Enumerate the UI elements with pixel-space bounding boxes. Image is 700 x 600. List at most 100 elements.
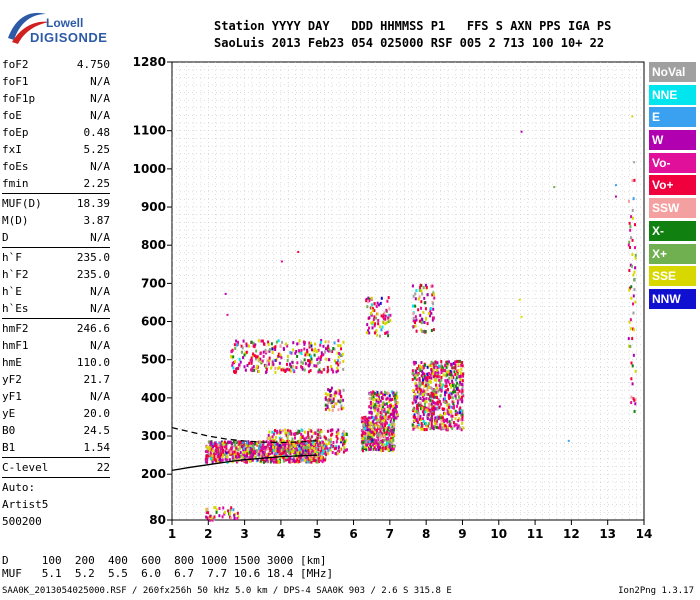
echo-point [215, 442, 218, 446]
param-value: N/A [90, 109, 110, 122]
echo-point [304, 353, 307, 357]
echo-point [294, 444, 297, 448]
echo-point [331, 432, 334, 436]
x-tick-label: 13 [599, 527, 616, 541]
echo-point [366, 428, 369, 432]
echo-point [278, 366, 281, 370]
echo-point [454, 364, 457, 368]
echo-point [373, 409, 376, 413]
echo-point [452, 402, 455, 406]
echo-point [264, 455, 267, 459]
echo-point [421, 381, 424, 385]
param-name: yF2 [2, 373, 22, 386]
echo-point [375, 439, 378, 443]
echo-point [454, 390, 457, 394]
echo-point [376, 417, 379, 421]
echo-point [373, 302, 376, 306]
echo-point [429, 307, 432, 311]
echo-point [272, 438, 275, 442]
echo-point [378, 441, 381, 445]
echo-point [274, 347, 277, 351]
echo-point [294, 432, 297, 436]
echo-point [288, 451, 291, 455]
echo-point [271, 363, 274, 367]
echo-point [251, 366, 254, 370]
echo-point [345, 433, 348, 437]
x-tick-label: 5 [313, 527, 321, 541]
param-value: N/A [90, 231, 110, 244]
echo-point [382, 315, 385, 319]
echo-point [323, 458, 326, 462]
echo-point [308, 440, 311, 444]
echo-point [278, 436, 281, 440]
echo-point [288, 362, 291, 366]
echo-point [284, 449, 287, 453]
echo-point [382, 433, 385, 437]
echo-point [366, 425, 369, 429]
param-value: N/A [90, 390, 110, 403]
echo-point [378, 420, 381, 424]
echo-point [419, 313, 422, 317]
echo-point [205, 515, 208, 519]
param-name: h`F [2, 251, 22, 264]
echo-point [634, 256, 637, 260]
echo-point [242, 451, 245, 455]
echo-point [312, 457, 315, 461]
param-name: yE [2, 407, 16, 420]
x-tick-label: 8 [422, 527, 430, 541]
echo-point [363, 432, 366, 436]
echo-point [630, 401, 633, 405]
echo-point [265, 367, 268, 371]
echo-point [324, 340, 327, 344]
echo-point [391, 397, 394, 401]
echo-point [323, 435, 326, 439]
echo-point [432, 375, 435, 379]
echo-point [376, 404, 379, 408]
echo-point [371, 322, 374, 326]
echo-point [282, 453, 285, 457]
echo-point [278, 444, 281, 448]
echo-point [268, 356, 271, 360]
echo-point [454, 409, 457, 413]
echo-point [366, 417, 369, 421]
echo-point [448, 410, 451, 414]
echo-point [310, 450, 313, 454]
echo-point [444, 384, 447, 388]
echo-point [441, 365, 444, 369]
param-value: 4.750 [76, 58, 110, 71]
echo-point [319, 441, 322, 445]
y-tick-label: 700 [141, 276, 166, 290]
echo-point [321, 448, 324, 452]
param-row-foe: foE N/A [2, 107, 110, 124]
echo-point [441, 369, 444, 373]
echo-point [433, 388, 436, 392]
echo-point [309, 369, 312, 373]
echo-point [388, 406, 391, 410]
echo-point [284, 369, 287, 373]
echo-point [385, 331, 388, 335]
file-info-line: SAA0K_2013054025000.RSF / 260fx256h 50 k… [2, 586, 698, 596]
echo-point [416, 406, 419, 410]
echo-point [206, 507, 209, 511]
param-name: h`E [2, 285, 22, 298]
echo-point [240, 344, 243, 348]
echo-point [317, 456, 320, 460]
echo-point [445, 360, 448, 364]
echo-point [387, 415, 390, 419]
echo-point [306, 460, 309, 464]
echo-point [630, 215, 633, 219]
echo-point [285, 342, 288, 346]
echo-point [341, 443, 344, 447]
echo-point [366, 323, 369, 327]
echo-point [275, 340, 278, 344]
echo-point [631, 208, 634, 212]
echo-point [266, 454, 269, 458]
echo-point [210, 516, 213, 520]
echo-point [379, 445, 382, 449]
echo-point [243, 353, 246, 357]
echo-point [233, 452, 236, 456]
echo-point [265, 453, 268, 457]
echo-point [382, 393, 385, 397]
echo-point [434, 416, 437, 420]
echo-point [417, 411, 420, 415]
